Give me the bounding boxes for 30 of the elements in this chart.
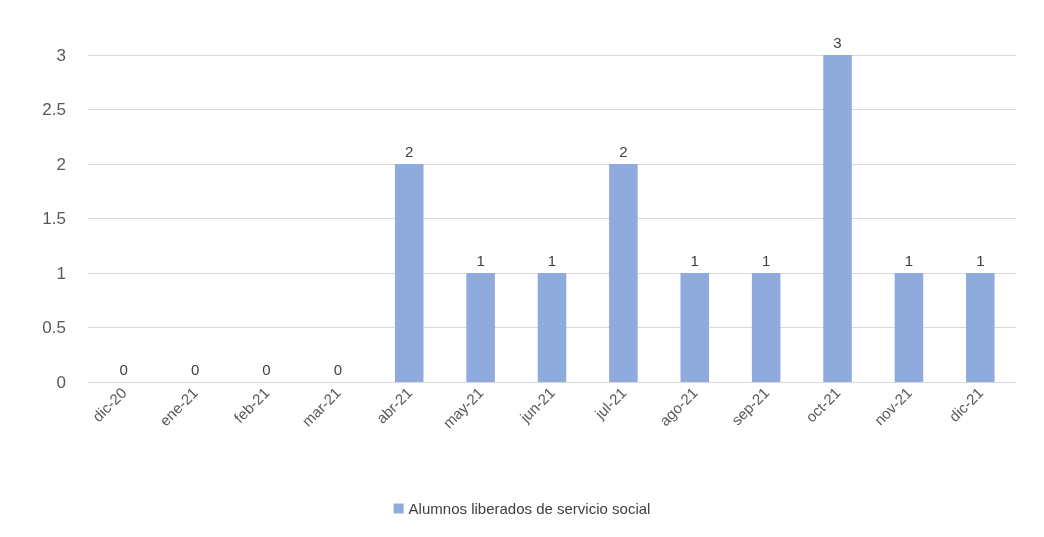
bar <box>466 273 495 382</box>
data-label: 0 <box>119 361 128 378</box>
data-label: 2 <box>619 143 628 160</box>
bar <box>966 273 995 382</box>
data-label: 3 <box>833 34 842 51</box>
y-tick-label: 0 <box>56 372 66 392</box>
data-label: 1 <box>761 252 771 269</box>
y-tick-label: 1.5 <box>42 209 66 228</box>
data-label: 1 <box>547 252 557 269</box>
y-tick-label: 2 <box>56 154 66 174</box>
bar <box>751 273 781 382</box>
data-label: 2 <box>405 143 414 160</box>
data-label: 0 <box>333 361 343 378</box>
bar <box>609 164 638 382</box>
y-tick-label: 1 <box>56 263 66 283</box>
data-label: 0 <box>262 361 271 378</box>
data-label: 0 <box>190 361 200 378</box>
legend-label: Alumnos liberados de servicio social <box>408 500 651 517</box>
y-tick-label: 3 <box>56 45 66 65</box>
data-label: 1 <box>476 252 485 269</box>
data-label: 1 <box>976 252 985 269</box>
bar <box>680 273 710 382</box>
bar <box>537 273 567 382</box>
y-tick-label: 0.5 <box>42 318 66 337</box>
bar <box>394 164 424 382</box>
data-label: 1 <box>904 252 914 269</box>
y-tick-label: 2.5 <box>42 100 66 119</box>
bar <box>823 55 852 382</box>
data-label: 1 <box>690 252 699 269</box>
bar <box>894 273 924 382</box>
